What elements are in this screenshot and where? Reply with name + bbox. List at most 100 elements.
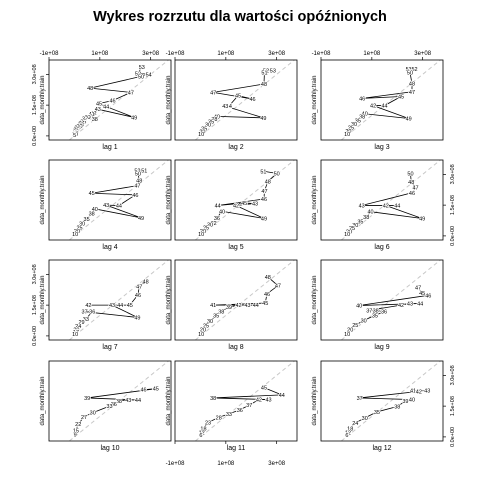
point-label: 38 — [211, 117, 217, 123]
point-label: 50 — [274, 171, 280, 177]
point-label: 43 — [125, 398, 131, 404]
point-label: 51 — [260, 169, 266, 175]
point-label: 48 — [409, 82, 415, 88]
point-label: 45 — [419, 291, 425, 297]
point-label: 39 — [402, 399, 408, 405]
point-label: 35 — [213, 313, 219, 319]
point-label: 46 — [425, 293, 431, 299]
point-label: 20 — [346, 229, 352, 235]
y-axis-label: data_monthly.train — [312, 76, 318, 125]
x-tick-label: 3e+08 — [268, 461, 286, 467]
point-label: 48 — [136, 179, 142, 185]
lag-path-6 — [346, 173, 423, 235]
y-tick-label: 3.0e+08 — [32, 264, 38, 284]
panel-frame-6 — [320, 159, 444, 241]
panel-label: lag 11 — [227, 445, 246, 452]
y-axis-label: data_monthly.train — [312, 377, 318, 426]
point-label: 42 — [235, 303, 241, 309]
point-label: 48 — [87, 86, 93, 92]
point-label: 45 — [262, 301, 268, 307]
point-label: 28 — [216, 415, 222, 421]
reference-line-6 — [341, 159, 441, 241]
point-label: 25 — [201, 127, 207, 133]
x-tick-label: 1e+08 — [91, 51, 109, 57]
point-label: 52 — [134, 168, 140, 174]
y-tick-label: 0.0e+00 — [450, 226, 456, 246]
reference-line-5 — [195, 159, 295, 241]
y-axis-label: data_monthly.train — [40, 176, 46, 225]
panel-label: lag 6 — [374, 244, 389, 251]
lag-path-2 — [200, 70, 273, 135]
point-label: 53 — [270, 69, 276, 75]
point-label: 40 — [356, 304, 362, 310]
point-label: 22 — [75, 422, 81, 428]
point-label: 41 — [410, 389, 416, 395]
point-label: 38 — [92, 117, 98, 123]
point-label: 48 — [143, 280, 149, 286]
reference-line-9 — [341, 259, 441, 341]
point-label: 17 — [73, 330, 79, 336]
x-tick-label: -1e+08 — [166, 461, 186, 467]
y-tick-label: 1.5e+08 — [450, 396, 456, 416]
point-label: 38 — [359, 114, 365, 120]
point-label: 42 — [398, 303, 404, 309]
panel-label: lag 8 — [228, 344, 243, 351]
point-label: 35 — [374, 410, 380, 416]
point-label: 10 — [344, 132, 350, 138]
y-axis-label: data_monthly.train — [312, 176, 318, 225]
point-label: 46 — [140, 388, 146, 394]
reference-line-1 — [69, 59, 169, 141]
point-label: 47 — [261, 189, 267, 195]
point-label: 39 — [84, 396, 90, 402]
panel-frame-12 — [320, 360, 444, 442]
x-tick-label: 3e+08 — [414, 51, 432, 57]
point-label: 50 — [138, 74, 144, 80]
point-label: 39 — [85, 115, 91, 121]
y-axis-label: data_monthly.train — [40, 377, 46, 426]
point-label: 25 — [203, 324, 209, 330]
point-label: 49 — [419, 216, 425, 222]
point-label: 46 — [109, 99, 115, 105]
point-label: 46 — [359, 96, 365, 102]
point-label: 48 — [261, 82, 267, 88]
point-label: 42 — [90, 111, 96, 117]
point-label: 49 — [406, 116, 412, 122]
point-label: 45 — [96, 101, 102, 107]
point-label: 30 — [362, 416, 368, 422]
point-label: 49 — [134, 315, 140, 321]
y-axis-label: data_monthly.train — [166, 276, 172, 325]
point-label: 37 — [246, 403, 252, 409]
point-label: 47 — [136, 285, 142, 291]
point-label: 5 — [73, 133, 76, 139]
panel-label: lag 9 — [374, 344, 389, 351]
point-label: 44 — [135, 398, 141, 404]
point-label: 39 — [226, 305, 232, 311]
point-label: 44 — [226, 104, 232, 110]
point-label: 50 — [407, 171, 413, 177]
panel-frame-4 — [48, 159, 172, 241]
point-label: 37 — [82, 116, 88, 122]
point-label: 30 — [79, 222, 85, 228]
point-label: 40 — [92, 207, 98, 213]
point-label: 43 — [103, 203, 109, 209]
point-label: 45 — [398, 95, 404, 101]
lag-path-11 — [200, 387, 282, 435]
panel-label: lag 3 — [374, 144, 389, 151]
point-label: 34 — [78, 121, 84, 127]
point-label: 38 — [363, 215, 369, 221]
point-label: 28 — [74, 126, 80, 132]
point-label: 10 — [72, 132, 78, 138]
lag-path-8 — [200, 276, 279, 335]
lag-path-10 — [74, 388, 156, 435]
point-label: 40 — [362, 112, 368, 118]
point-label: 47 — [134, 184, 140, 190]
y-axis-label: data_monthly.train — [166, 176, 172, 225]
point-label: 43 — [265, 398, 271, 404]
lag-path-12 — [346, 390, 428, 435]
x-tick-label: -1e+08 — [40, 51, 60, 57]
point-label: 25 — [352, 323, 358, 329]
point-label: 32 — [211, 221, 217, 227]
point-label: 40 — [219, 209, 225, 215]
y-axis-label: data_monthly.train — [166, 76, 172, 125]
